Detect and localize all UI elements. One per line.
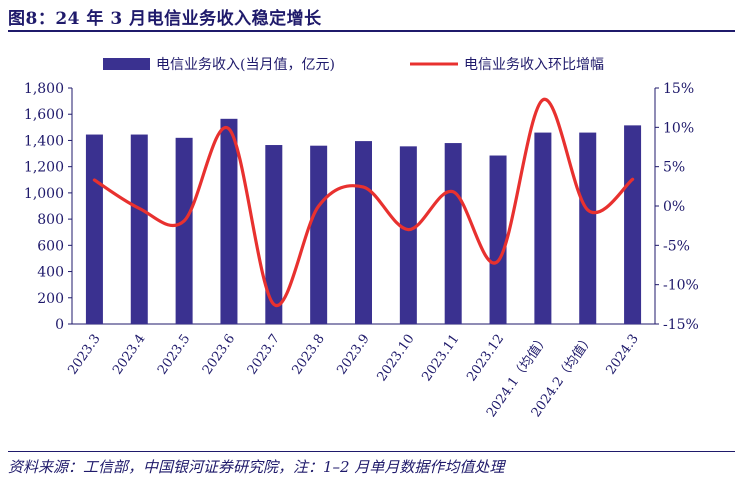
- line-path: [92, 98, 635, 308]
- bar: [265, 145, 283, 324]
- right-tick-label: -5%: [663, 238, 690, 254]
- left-tick-label: 0: [55, 317, 64, 333]
- left-tick-label: 200: [37, 291, 64, 307]
- bar: [85, 134, 103, 324]
- x-tick-label: 2023.11: [419, 332, 462, 385]
- left-tick-label: 800: [37, 212, 64, 228]
- x-tick-label: 2023.8: [290, 332, 328, 378]
- right-tick-label: 10%: [663, 120, 694, 136]
- left-tick-label: 600: [37, 238, 64, 254]
- left-tick-label: 1,400: [24, 133, 64, 149]
- source-note: 资料来源：工信部，中国银河证券研究院，注：1–2 月单月数据作均值处理: [8, 458, 505, 476]
- right-tick-label: -15%: [663, 317, 699, 333]
- bar: [579, 132, 597, 324]
- x-tick-label: 2023.12: [464, 332, 507, 385]
- legend: 电信业务收入(当月值，亿元) 电信业务收入环比增幅: [103, 57, 604, 73]
- bar: [310, 145, 328, 324]
- bar: [220, 118, 238, 324]
- x-tick-label: 2023.10: [374, 332, 417, 385]
- legend-bar-swatch: [103, 58, 150, 70]
- x-tick-label: 2023.3: [65, 332, 103, 378]
- left-tick-label: 1,600: [24, 107, 64, 123]
- bar: [489, 155, 507, 324]
- figure-title: 图8：24 年 3 月电信业务收入稳定增长: [8, 9, 322, 29]
- x-tick-label: 2023.6: [200, 332, 238, 378]
- bar: [355, 141, 372, 324]
- legend-bar-label: 电信业务收入(当月值，亿元): [156, 57, 335, 73]
- bar: [534, 132, 552, 324]
- x-tick-label: 2023.5: [155, 332, 193, 378]
- bar: [444, 143, 462, 324]
- bar: [130, 134, 148, 324]
- x-tick-label: 2024.3: [603, 332, 641, 378]
- line-series: [92, 98, 635, 308]
- right-tick-label: -10%: [663, 278, 699, 294]
- left-tick-label: 400: [37, 265, 64, 281]
- bar: [624, 125, 642, 324]
- source-divider: [8, 451, 735, 452]
- x-tick-label: 2023.4: [110, 332, 148, 378]
- title-divider: [8, 30, 735, 32]
- right-tick-label: 5%: [663, 160, 685, 176]
- legend-line-label: 电信业务收入环比增幅: [464, 57, 604, 73]
- left-tick-label: 1,000: [24, 186, 64, 202]
- left-tick-label: 1,800: [24, 81, 64, 97]
- bar: [399, 146, 417, 324]
- left-tick-label: 1,200: [24, 160, 64, 176]
- bar: [175, 137, 193, 324]
- x-tick-label: 2023.9: [334, 332, 372, 378]
- right-tick-label: 0%: [663, 199, 685, 215]
- x-tick-label: 2023.7: [245, 332, 283, 378]
- right-tick-label: 15%: [663, 81, 694, 97]
- bar-series: [85, 118, 642, 324]
